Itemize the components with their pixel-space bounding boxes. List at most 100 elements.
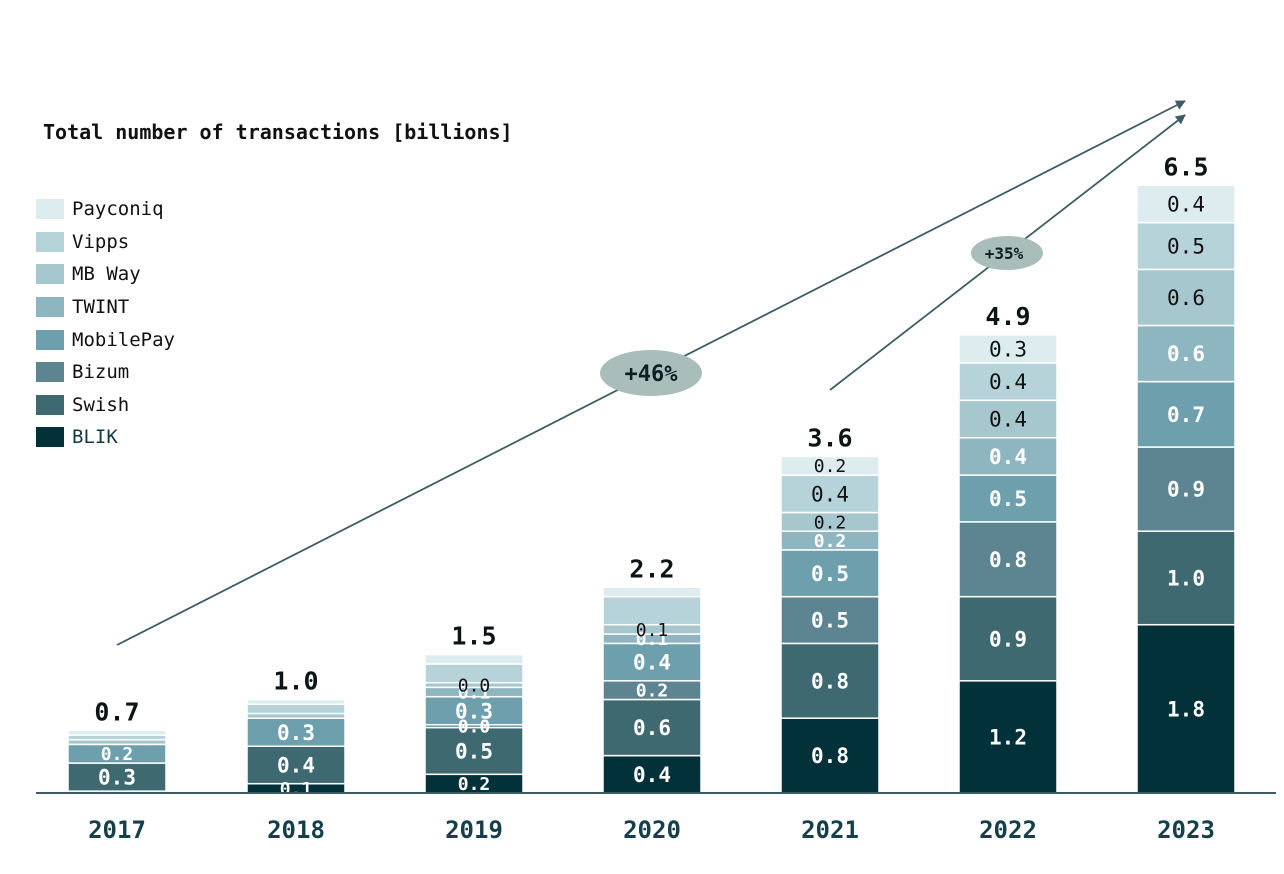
legend-item-vipps: Vipps bbox=[36, 226, 175, 259]
bar-segment-swish-2017 bbox=[67, 762, 167, 792]
legend-swatch-mobilepay bbox=[36, 329, 64, 350]
bar-segment-payconiq-2017 bbox=[67, 729, 167, 736]
growth-label-46: +46% bbox=[625, 362, 679, 387]
growth-arrows: +46% +35% bbox=[116, 100, 1186, 646]
segment-label-mobilepay-2018: 0.3 bbox=[277, 721, 315, 745]
legend-label-mobilepay: MobilePay bbox=[72, 328, 175, 351]
segment-label-mbway-2022: 0.4 bbox=[989, 408, 1027, 432]
segment-label-swish-2021: 0.8 bbox=[811, 669, 849, 693]
segment-label-twint-2022: 0.4 bbox=[989, 445, 1027, 469]
x-axis: 2017 2018 2019 2020 2021 2022 2023 bbox=[36, 792, 1276, 844]
legend-item-payconiq: Payconiq bbox=[36, 193, 175, 226]
bar-segment-blik-2023 bbox=[1136, 623, 1236, 794]
segment-label-blik-2020: 0.4 bbox=[633, 763, 671, 787]
bar-segment-swish-2020 bbox=[602, 698, 702, 757]
segment-label-swish-2019: 0.5 bbox=[455, 739, 493, 763]
x-tick-label-2017: 2017 bbox=[88, 816, 146, 844]
bar-segment-bizum-2023 bbox=[1136, 446, 1236, 532]
bar-segment-payconiq-2019 bbox=[424, 653, 524, 665]
bar-segment-swish-2018 bbox=[246, 745, 346, 785]
bar-segment-payconiq-2022 bbox=[958, 334, 1058, 364]
segment-label-twint-2023: 0.6 bbox=[1167, 342, 1205, 366]
x-tick-label-2023: 2023 bbox=[1157, 816, 1215, 844]
bar-segment-bizum-2021 bbox=[780, 595, 880, 645]
bar-segment-payconiq-2020 bbox=[602, 586, 702, 598]
bar-segment-vipps-2022 bbox=[958, 362, 1058, 402]
bar-segment-payconiq-2023 bbox=[1136, 184, 1236, 224]
bar-segment-vipps-2020 bbox=[602, 595, 702, 626]
legend: Payconiq Vipps MB Way TWINT MobilePay Bi… bbox=[36, 193, 175, 454]
legend-swatch-mbway bbox=[36, 264, 64, 285]
segment-label-vipps-2021: 0.4 bbox=[811, 482, 849, 506]
bar-segment-payconiq-2021 bbox=[780, 455, 880, 476]
bar-segment-blik-2021 bbox=[780, 717, 880, 794]
legend-item-mbway: MB Way bbox=[36, 258, 175, 291]
x-tick-label-2020: 2020 bbox=[623, 816, 681, 844]
legend-label-blik: BLIK bbox=[72, 426, 118, 449]
segment-label-blik-2018: 0.1 bbox=[280, 779, 313, 800]
bar-segments bbox=[67, 184, 1236, 794]
segment-label-blik-2022: 1.2 bbox=[989, 725, 1027, 749]
legend-swatch-vipps bbox=[36, 231, 64, 252]
bar-segment-vipps-2018 bbox=[246, 703, 346, 715]
x-tick-label-2019: 2019 bbox=[445, 816, 503, 844]
bar-totals: 0.7 1.0 1.5 2.2 3.6 4.9 6.5 bbox=[94, 152, 1208, 726]
segment-label-swish-2018: 0.4 bbox=[277, 754, 315, 778]
bar-segment-swish-2019 bbox=[424, 726, 524, 776]
segment-label-mobilepay-2023: 0.7 bbox=[1167, 403, 1205, 427]
segment-label-bizum-2020: 0.2 bbox=[636, 681, 669, 702]
bar-segment-mobilepay-2020 bbox=[602, 642, 702, 682]
segment-label-mbway-2023: 0.6 bbox=[1167, 286, 1205, 310]
segment-label-mobilepay-2019: 0.3 bbox=[455, 699, 493, 723]
legend-swatch-payconiq bbox=[36, 199, 64, 220]
segment-label-vipps-2022: 0.4 bbox=[989, 370, 1027, 394]
legend-swatch-bizum bbox=[36, 362, 64, 383]
growth-badge-46 bbox=[600, 350, 702, 396]
segment-label-vipps-2023: 0.5 bbox=[1167, 235, 1205, 259]
bar-total-2022: 4.9 bbox=[985, 302, 1030, 331]
bar-total-2018: 1.0 bbox=[273, 667, 318, 696]
bar-segment-vipps-2023 bbox=[1136, 221, 1236, 271]
segment-label-swish-2017: 0.3 bbox=[98, 766, 136, 790]
bar-segment-twint-2023 bbox=[1136, 324, 1236, 383]
segment-label-mobilepay-2017: 0.2 bbox=[101, 744, 134, 765]
bar-segment-mobilepay-2018 bbox=[246, 717, 346, 748]
bar-segment-vipps-2021 bbox=[780, 474, 880, 514]
segment-label-bizum-2021: 0.5 bbox=[811, 609, 849, 633]
bar-segment-blik-2022 bbox=[958, 680, 1058, 794]
segment-label-mobilepay-2020: 0.4 bbox=[633, 651, 671, 675]
segment-label-blik-2019: 0.2 bbox=[458, 774, 491, 795]
bar-total-2019: 1.5 bbox=[451, 622, 496, 651]
legend-swatch-swish bbox=[36, 394, 64, 415]
bar-total-2020: 2.2 bbox=[629, 554, 674, 583]
segment-label-twint-2021: 0.2 bbox=[814, 531, 847, 552]
segment-label-swish-2023: 1.0 bbox=[1167, 567, 1205, 591]
segment-label-twint-2019: 0.1 bbox=[458, 683, 491, 704]
bar-total-2017: 0.7 bbox=[94, 697, 139, 726]
segment-label-payconiq-2023: 0.4 bbox=[1167, 193, 1205, 217]
segment-label-mbway-2019: 0.0 bbox=[458, 675, 491, 696]
legend-label-twint: TWINT bbox=[72, 296, 130, 319]
segment-label-blik-2021: 0.8 bbox=[811, 744, 849, 768]
segment-label-mobilepay-2021: 0.5 bbox=[811, 562, 849, 586]
segment-label-payconiq-2022: 0.3 bbox=[989, 337, 1027, 361]
legend-label-payconiq: Payconiq bbox=[72, 198, 164, 221]
bar-segment-mobilepay-2023 bbox=[1136, 380, 1236, 448]
segment-label-twint-2020: 0.1 bbox=[636, 629, 669, 650]
growth-badge-35 bbox=[971, 236, 1043, 270]
bar-segment-swish-2023 bbox=[1136, 530, 1236, 626]
segment-label-swish-2022: 0.9 bbox=[989, 627, 1027, 651]
x-tick-label-2018: 2018 bbox=[267, 816, 325, 844]
chart-title: Total number of transactions [billions] bbox=[43, 120, 513, 144]
bar-segment-payconiq-2018 bbox=[246, 698, 346, 705]
segment-label-payconiq-2021: 0.2 bbox=[814, 456, 847, 477]
segment-label-blik-2023: 1.8 bbox=[1167, 697, 1205, 721]
bar-segment-swish-2022 bbox=[958, 595, 1058, 682]
bar-segment-mobilepay-2022 bbox=[958, 474, 1058, 523]
legend-label-swish: Swish bbox=[72, 393, 130, 416]
legend-item-swish: Swish bbox=[36, 389, 175, 422]
segment-labels: 0.30.20.10.40.30.20.50.00.30.10.00.40.60… bbox=[98, 193, 1205, 800]
legend-item-blik: BLIK bbox=[36, 421, 175, 454]
bar-segment-swish-2021 bbox=[780, 642, 880, 719]
